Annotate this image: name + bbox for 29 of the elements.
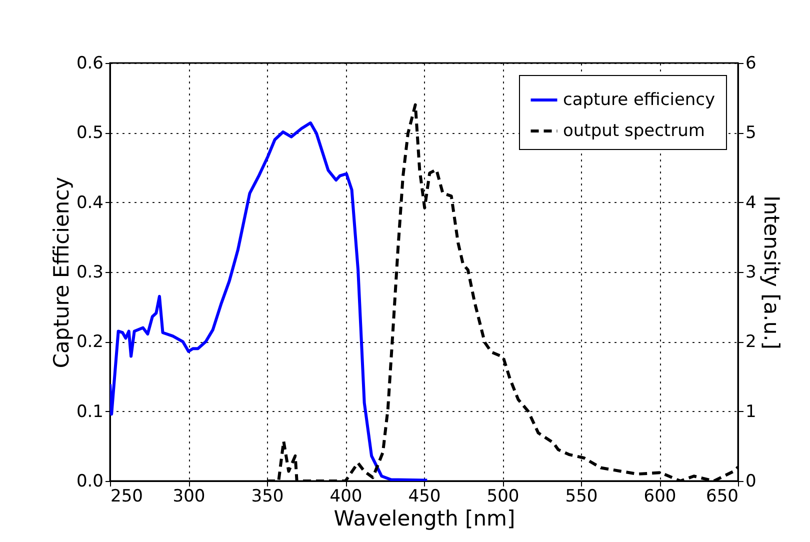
x-tick-label: 300 xyxy=(172,486,206,506)
x-axis-title: Wavelength [nm] xyxy=(334,506,516,530)
y2-axis-title: Intensity [a.u.] xyxy=(759,196,784,350)
line-series xyxy=(110,121,429,481)
y2-tick-label: 3 xyxy=(746,262,756,282)
y-tick-label: 0.3 xyxy=(76,262,104,282)
y2-tick-label: 1 xyxy=(746,402,756,422)
y-tick-label: 0.4 xyxy=(76,192,104,213)
x-tick-label: 550 xyxy=(565,486,598,506)
x-tick-label: 400 xyxy=(330,486,362,506)
y-tick-label: 0.5 xyxy=(76,123,104,144)
y2-tick-label: 6 xyxy=(746,54,756,74)
y-tick-label: 0.6 xyxy=(76,54,104,74)
legend-label: capture efficiency xyxy=(563,90,716,110)
y2-tick-label: 5 xyxy=(746,123,756,144)
legend-label: output spectrum xyxy=(563,121,705,141)
y2-tick-label: 0 xyxy=(746,472,756,492)
y-tick-label: 0.1 xyxy=(76,402,104,422)
x-tick-label: 650 xyxy=(706,486,738,506)
y-tick-label: 0.0 xyxy=(76,472,104,492)
y-axis-title: Capture Efficiency xyxy=(49,176,74,368)
x-tick-label: 500 xyxy=(486,486,520,506)
x-tick-label: 450 xyxy=(408,486,441,506)
y-tick-label: 0.2 xyxy=(76,332,104,352)
x-tick-label: 600 xyxy=(644,486,676,506)
y2-tick-label: 2 xyxy=(746,332,756,352)
x-tick-label: 250 xyxy=(110,486,143,506)
x-tick-label: 350 xyxy=(251,486,284,506)
y2-tick-label: 4 xyxy=(746,192,756,213)
